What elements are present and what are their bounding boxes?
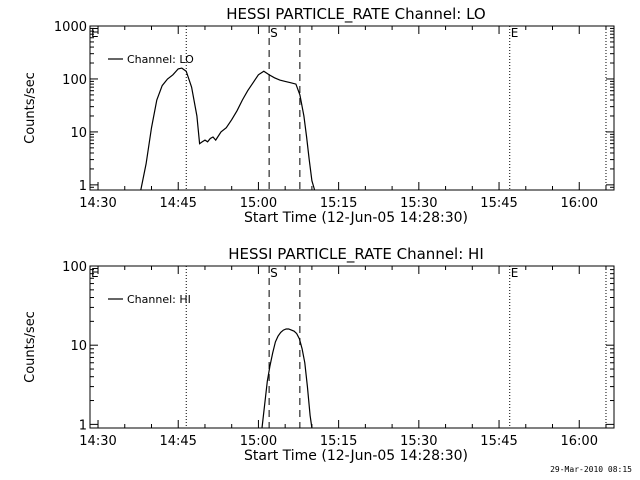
panel-1-x-axis-label: Start Time (12-Jun-05 14:28:30) bbox=[244, 210, 468, 226]
panel-1-x-tick-label: 14:30 bbox=[79, 196, 116, 211]
panel-2-x-tick-label: 15:45 bbox=[480, 434, 517, 449]
panel-1-y-tick-label: 1000 bbox=[54, 20, 87, 35]
panel-2-plot-frame bbox=[89, 265, 615, 429]
panel-1-time-marker-label: E bbox=[511, 26, 519, 40]
panel-1-legend-label: Channel: LO bbox=[127, 53, 194, 66]
panel-2-x-tick-label: 16:00 bbox=[561, 434, 598, 449]
panel-2-y-tick-label: 1 bbox=[79, 418, 87, 433]
panel-2-time-marker-label: E bbox=[511, 266, 519, 280]
panel-1-x-tick-label: 16:00 bbox=[561, 196, 598, 211]
panel-1-x-tick-label: 15:45 bbox=[480, 196, 517, 211]
panel-1-x-tick-label: 15:15 bbox=[320, 196, 357, 211]
panel-1-plot-frame bbox=[89, 25, 615, 191]
panel-2-series-line-1 bbox=[261, 328, 313, 429]
panel-1-y-tick-label: 100 bbox=[62, 73, 87, 88]
panel-2-x-tick-label: 14:30 bbox=[79, 434, 116, 449]
panel-1-time-marker-label: S bbox=[270, 26, 278, 40]
panel-2-x-tick-label: 14:45 bbox=[159, 434, 196, 449]
panel-2-x-axis-label: Start Time (12-Jun-05 14:28:30) bbox=[244, 448, 468, 464]
panel-1-chart-title: HESSI PARTICLE_RATE Channel: LO bbox=[226, 5, 485, 24]
plot-timestamp: 29-Mar-2010 08:15 bbox=[550, 465, 632, 474]
panel-2-chart-title: HESSI PARTICLE_RATE Channel: HI bbox=[228, 245, 484, 264]
panel-2-time-marker-label: E bbox=[91, 266, 99, 280]
panel-2-x-tick-label: 15:15 bbox=[320, 434, 357, 449]
panel-2-y-axis-label: Counts/sec bbox=[23, 311, 38, 383]
panel-1-series-line-1 bbox=[140, 67, 316, 191]
panel-1-x-tick-label: 15:30 bbox=[400, 196, 437, 211]
panel-1-x-tick-label: 15:00 bbox=[240, 196, 277, 211]
panel-1-y-tick-label: 10 bbox=[70, 126, 87, 141]
panel-1-y-tick-label: 1 bbox=[79, 179, 87, 194]
panel-2-x-tick-label: 15:00 bbox=[240, 434, 277, 449]
panel-2-x-tick-label: 15:30 bbox=[400, 434, 437, 449]
panel-2-y-tick-label: 100 bbox=[62, 260, 87, 275]
panel-2-time-marker-label: S bbox=[270, 266, 278, 280]
panel-1-x-tick-label: 14:45 bbox=[159, 196, 196, 211]
panel-1-y-axis-label: Counts/sec bbox=[23, 72, 38, 144]
panel-2-legend-label: Channel: HI bbox=[127, 293, 191, 306]
panel-2-y-tick-label: 10 bbox=[70, 339, 87, 354]
panel-1-time-marker-label: E bbox=[91, 26, 99, 40]
